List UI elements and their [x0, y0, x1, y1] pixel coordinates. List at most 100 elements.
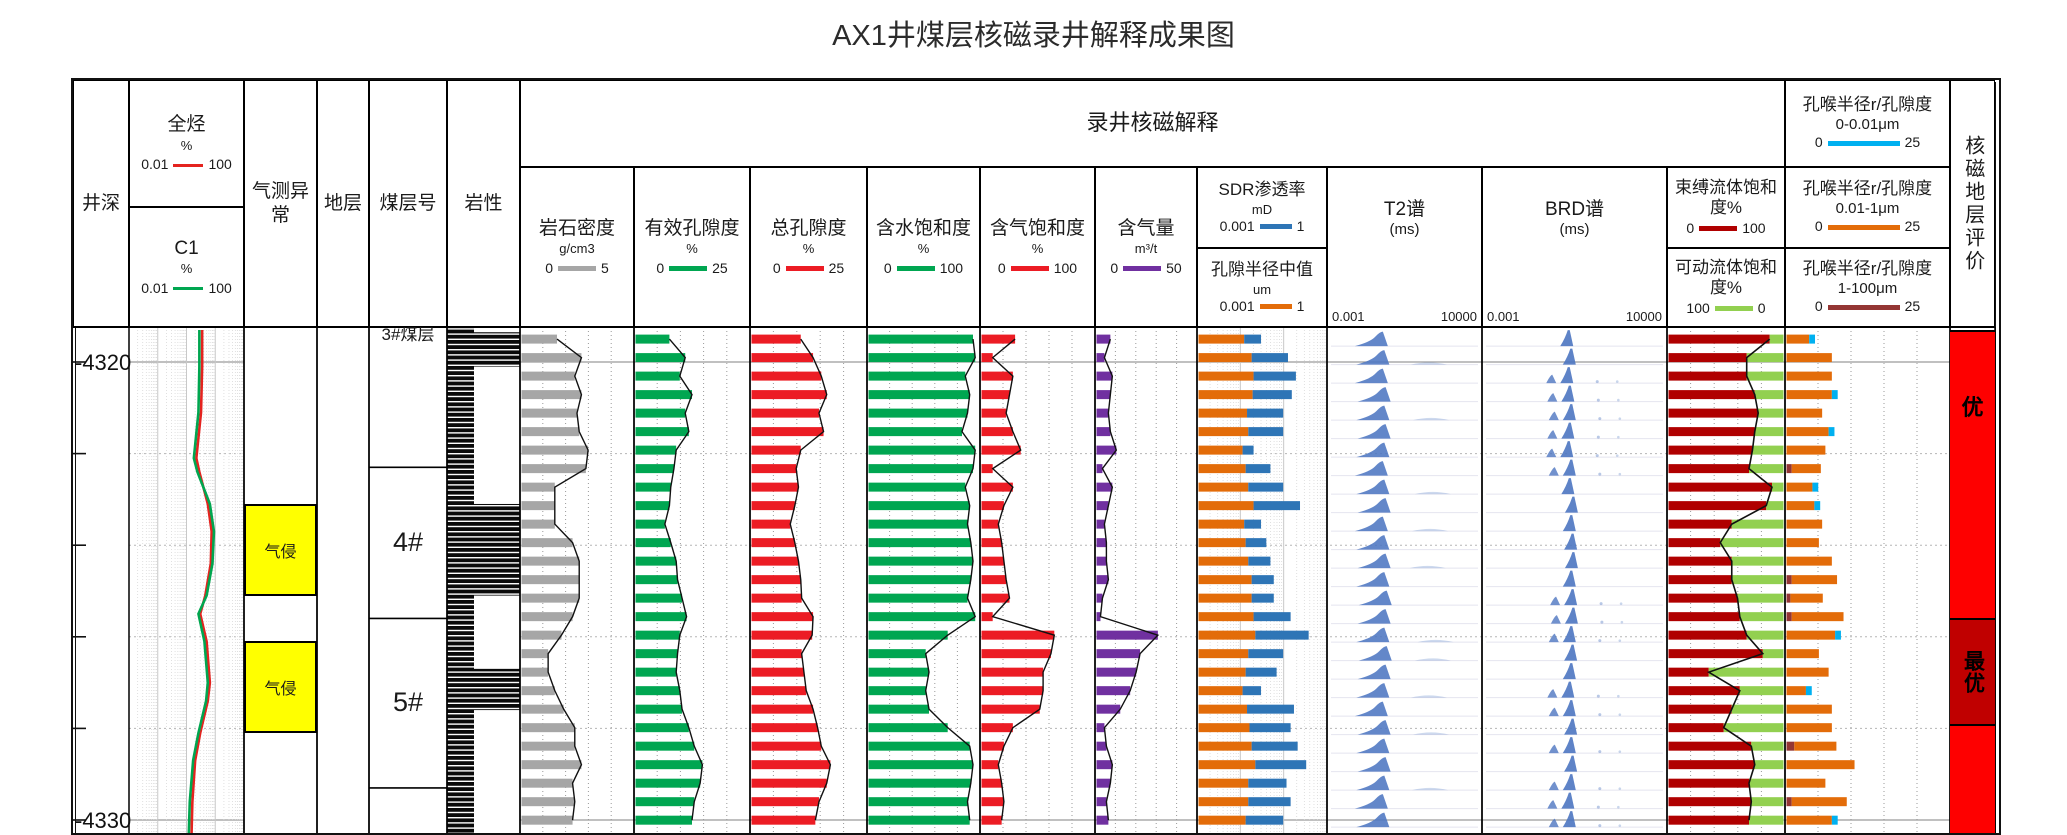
- bar-throat-001-1: [1786, 482, 1813, 492]
- seam-label-text: 3#煤层: [381, 327, 435, 342]
- bar-d2: [635, 556, 677, 566]
- bar-d2: [635, 538, 671, 548]
- t2-peak: [1357, 609, 1391, 624]
- bar-d5: [981, 593, 1010, 603]
- bar-bound-fluid: [1668, 334, 1770, 344]
- bar-d6: [1096, 408, 1109, 418]
- c1-scale-bar: [173, 287, 204, 290]
- bar-d1: [521, 371, 575, 381]
- bar-d6: [1096, 593, 1103, 603]
- bar-movable-fluid: [1746, 371, 1784, 381]
- brd-peak: [1560, 330, 1574, 347]
- bar-movable-fluid: [1751, 741, 1784, 751]
- curve-d1: [547, 338, 589, 821]
- bar-d5: [981, 630, 1055, 640]
- bar-throat-001-1: [1791, 797, 1847, 807]
- bar-bound-fluid: [1668, 686, 1740, 696]
- brd-dot: [1598, 824, 1602, 828]
- bar-sdr-perm: [1251, 575, 1274, 585]
- bar-throat-001-1: [1786, 686, 1806, 696]
- bar-d3: [751, 815, 816, 825]
- bar-throat-001-1: [1786, 667, 1829, 677]
- page-title: AX1井煤层核磁录井解释成果图: [832, 20, 1235, 52]
- bar-d4: [868, 797, 968, 807]
- bar-pore-radius: [1198, 760, 1256, 770]
- bar-d4: [868, 353, 976, 363]
- bar-d2: [635, 501, 670, 511]
- bar-d1: [521, 353, 582, 363]
- t2-peak: [1356, 350, 1390, 365]
- header-formation: 地层: [317, 80, 369, 327]
- bar-d4: [868, 427, 962, 437]
- bar-movable-fluid: [1749, 815, 1784, 825]
- bar-d6: [1096, 815, 1109, 825]
- bar-pore-radius: [1198, 723, 1250, 733]
- header-depth: 井深: [73, 80, 129, 327]
- bar-sdr-perm: [1244, 334, 1262, 344]
- header-qt: 全烃 % 0.01 100: [129, 80, 244, 207]
- bar-bound-fluid: [1668, 741, 1752, 751]
- bar-d4: [868, 519, 968, 529]
- brd-peak-secondary: [1550, 615, 1561, 624]
- bar-d3: [751, 408, 819, 418]
- bar-d4: [868, 593, 968, 603]
- bar-pore-radius: [1198, 334, 1245, 344]
- bar-throat-1-100: [1786, 741, 1795, 751]
- header-brd: BRD谱 (ms) 0.001 10000: [1482, 167, 1667, 327]
- bar-bound-fluid: [1668, 427, 1755, 437]
- brd-dot: [1595, 454, 1599, 458]
- bar-d3: [751, 445, 801, 455]
- t2-axis-scale: 0.001 10000: [1332, 309, 1477, 325]
- bar-d6: [1096, 427, 1111, 437]
- total-porosity-scale-bar: [785, 266, 824, 271]
- bar-sdr-perm: [1248, 427, 1284, 437]
- bar-d5: [981, 334, 1016, 344]
- bar-sdr-perm: [1248, 649, 1284, 659]
- brd-peak-secondary: [1548, 633, 1559, 643]
- bar-d5: [981, 815, 1002, 825]
- bar-d1: [521, 686, 555, 696]
- t2-tail: [1414, 658, 1451, 661]
- header-gas-anomaly: 气测异常: [244, 80, 317, 327]
- bar-throat-001-1: [1786, 371, 1832, 381]
- bar-pore-radius: [1198, 427, 1249, 437]
- bar-pore-radius: [1198, 649, 1249, 659]
- movable-fluid-scale-bar: [1714, 306, 1753, 312]
- curve-d5: [991, 338, 1056, 821]
- bar-throat-001-1: [1786, 723, 1832, 733]
- header-c1: C1 % 0.01 100: [129, 207, 244, 327]
- bar-d4: [868, 371, 966, 381]
- bar-sdr-perm: [1251, 741, 1298, 751]
- bar-d6: [1096, 390, 1111, 400]
- brd-peak-secondary: [1546, 448, 1557, 458]
- brd-dot: [1615, 380, 1619, 383]
- bar-bound-fluid: [1668, 501, 1767, 511]
- curve-d6: [1099, 338, 1160, 821]
- t2-peak: [1356, 535, 1390, 550]
- log-plot-canvas: [73, 326, 1996, 833]
- bar-d2: [635, 686, 680, 696]
- bar-d2: [635, 427, 689, 437]
- bar-throat-0-001: [1814, 501, 1821, 511]
- bar-movable-fluid: [1731, 575, 1784, 585]
- brd-peak: [1561, 792, 1575, 809]
- bar-d4: [868, 686, 926, 696]
- bar-d3: [751, 704, 814, 714]
- brd-peak-secondary: [1547, 689, 1558, 698]
- bar-bound-fluid: [1668, 778, 1749, 788]
- bar-d1: [521, 667, 549, 677]
- bar-pore-radius: [1198, 501, 1254, 511]
- bar-d6: [1096, 667, 1137, 677]
- bar-d2: [635, 371, 680, 381]
- bar-movable-fluid: [1751, 797, 1784, 807]
- bar-d1: [521, 408, 577, 418]
- brd-dot: [1598, 639, 1602, 643]
- bar-d3: [751, 723, 818, 733]
- bar-d5: [981, 704, 1040, 714]
- gas-invasion-box: 气侵: [244, 641, 317, 733]
- bar-d5: [981, 612, 993, 622]
- bar-throat-0-001: [1835, 630, 1841, 640]
- bar-d2: [635, 593, 683, 603]
- bar-d1: [521, 464, 586, 474]
- bar-d4: [868, 501, 970, 511]
